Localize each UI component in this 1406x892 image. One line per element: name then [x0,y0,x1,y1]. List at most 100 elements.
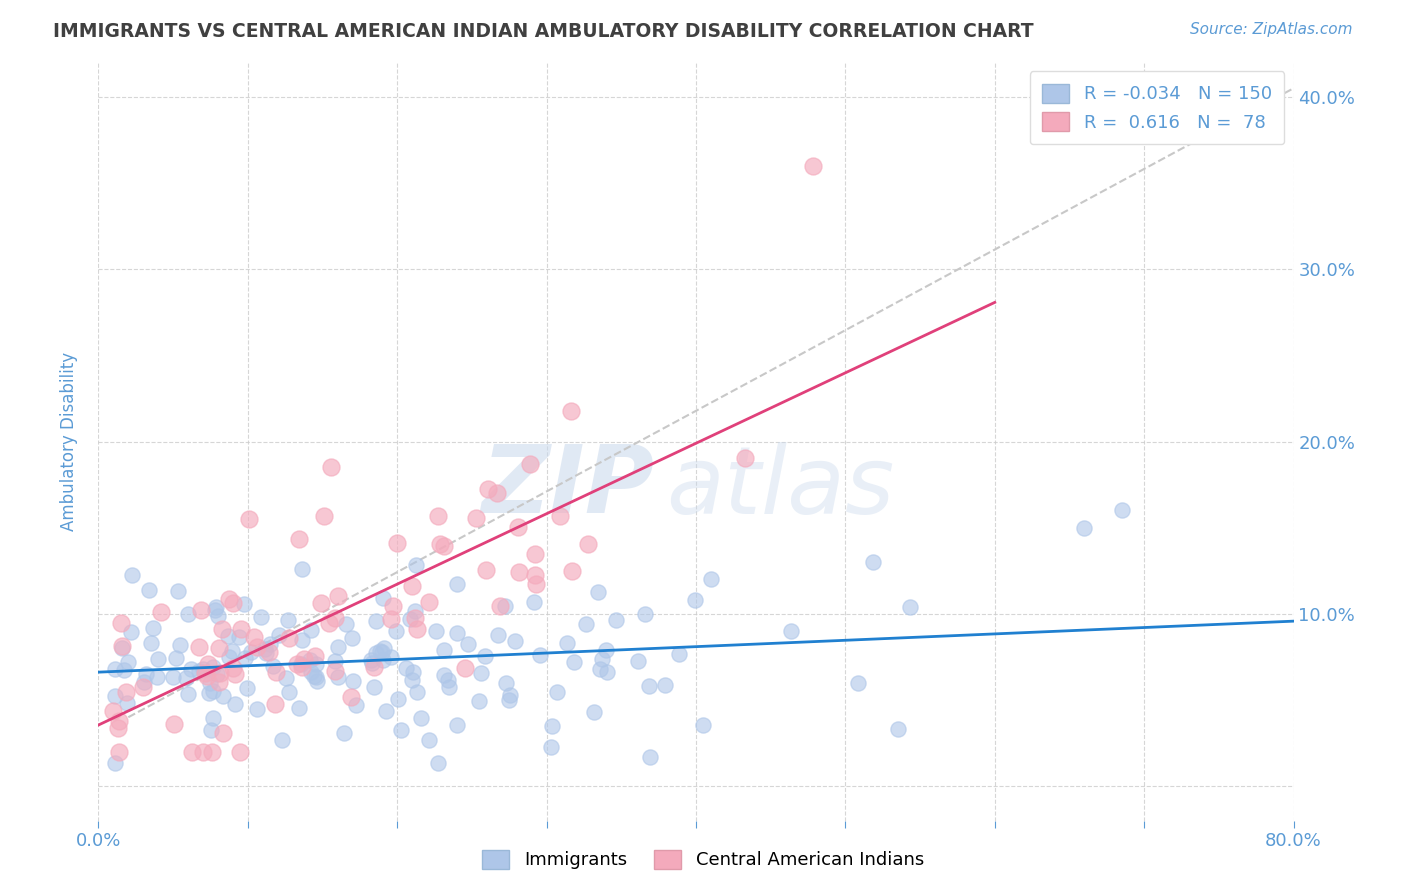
Point [898,599,921,614]
Point [304,649,326,664]
Point [404,611,426,625]
Point [508,520,530,534]
Point [149,605,172,619]
Point [360,653,382,667]
Point [561,564,583,578]
Point [519,457,541,471]
Point [371,591,394,606]
Point [368,644,391,658]
Point [498,693,520,707]
Point [208,641,231,656]
Point [277,685,299,699]
Point [475,563,498,577]
Text: ZIP: ZIP [481,441,654,533]
Point [112,664,135,678]
Point [299,665,322,679]
Point [562,655,585,669]
Point [211,622,233,636]
Point [846,676,869,690]
Point [169,639,191,653]
Y-axis label: Ambulatory Disability: Ambulatory Disability [59,352,77,531]
Text: atlas: atlas [666,442,894,533]
Point [346,698,368,712]
Point [314,508,336,523]
Point [605,614,627,628]
Point [318,616,340,631]
Point [457,637,479,651]
Point [277,613,299,627]
Point [271,733,294,747]
Point [668,647,690,661]
Point [340,631,363,645]
Text: Source: ZipAtlas.com: Source: ZipAtlas.com [1189,22,1353,37]
Point [401,673,423,688]
Point [326,670,349,684]
Point [108,745,131,759]
Point [120,625,142,640]
Point [212,689,235,703]
Point [575,616,598,631]
Point [429,537,451,551]
Point [162,670,184,684]
Point [221,643,243,657]
Point [363,680,385,694]
Point [290,657,312,671]
Point [207,608,229,623]
Point [108,714,131,728]
Point [734,451,756,466]
Point [141,635,163,649]
Point [323,664,346,678]
Point [111,640,134,655]
Point [194,666,217,681]
Point [292,651,315,665]
Point [433,539,456,553]
Point [163,716,186,731]
Point [508,565,530,579]
Point [197,657,219,671]
Point [363,660,385,674]
Point [200,723,222,737]
Point [299,623,322,637]
Point [523,547,546,561]
Point [246,640,269,655]
Point [198,676,221,690]
Point [382,599,405,614]
Point [375,704,398,718]
Point [342,674,364,689]
Point [373,653,395,667]
Point [218,650,240,665]
Point [335,616,357,631]
Point [222,661,245,675]
Point [291,660,314,674]
Point [583,705,606,719]
Point [236,681,259,696]
Legend: Immigrants, Central American Indians: Immigrants, Central American Indians [474,841,932,879]
Point [135,667,157,681]
Point [489,599,512,613]
Point [683,593,706,607]
Point [801,159,824,173]
Point [228,630,250,644]
Point [385,624,408,638]
Point [181,745,204,759]
Point [540,739,562,754]
Point [446,626,468,640]
Point [264,665,287,680]
Point [494,599,516,613]
Text: IMMIGRANTS VS CENTRAL AMERICAN INDIAN AMBULATORY DISABILITY CORRELATION CHART: IMMIGRANTS VS CENTRAL AMERICAN INDIAN AM… [53,22,1033,41]
Point [222,595,245,609]
Point [433,668,456,682]
Point [319,460,342,475]
Point [208,666,231,681]
Point [180,662,202,676]
Point [405,558,427,572]
Point [191,745,214,759]
Point [366,614,388,628]
Point [264,697,287,711]
Point [389,723,412,737]
Point [340,690,363,704]
Point [640,750,662,764]
Point [486,486,509,500]
Point [117,655,139,669]
Point [323,611,346,625]
